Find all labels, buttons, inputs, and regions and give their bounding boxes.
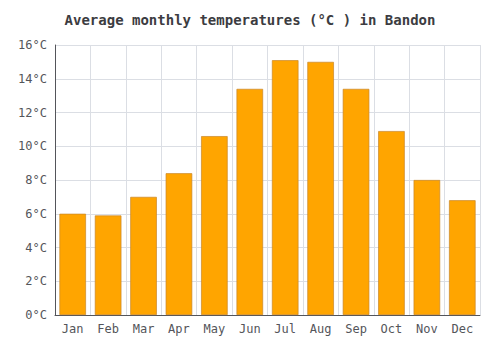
- svg-text:Jun: Jun: [239, 322, 261, 336]
- svg-text:May: May: [204, 322, 226, 336]
- svg-text:Apr: Apr: [168, 322, 190, 336]
- svg-text:Sep: Sep: [345, 322, 367, 336]
- svg-text:12°C: 12°C: [18, 106, 47, 120]
- svg-text:Mar: Mar: [133, 322, 155, 336]
- svg-text:14°C: 14°C: [18, 72, 47, 86]
- svg-text:16°C: 16°C: [18, 38, 47, 52]
- svg-text:4°C: 4°C: [25, 241, 47, 255]
- svg-text:Jan: Jan: [62, 322, 84, 336]
- svg-text:Jul: Jul: [274, 322, 296, 336]
- svg-text:Dec: Dec: [451, 322, 473, 336]
- svg-text:6°C: 6°C: [25, 207, 47, 221]
- svg-text:Aug: Aug: [310, 322, 332, 336]
- svg-text:Feb: Feb: [97, 322, 119, 336]
- svg-text:0°C: 0°C: [25, 308, 47, 322]
- svg-text:Average monthly temperatures (: Average monthly temperatures (°C ) in Ba…: [65, 12, 436, 28]
- svg-text:8°C: 8°C: [25, 173, 47, 187]
- svg-text:2°C: 2°C: [25, 274, 47, 288]
- svg-text:Nov: Nov: [416, 322, 438, 336]
- svg-text:10°C: 10°C: [18, 139, 47, 153]
- svg-text:Oct: Oct: [381, 322, 403, 336]
